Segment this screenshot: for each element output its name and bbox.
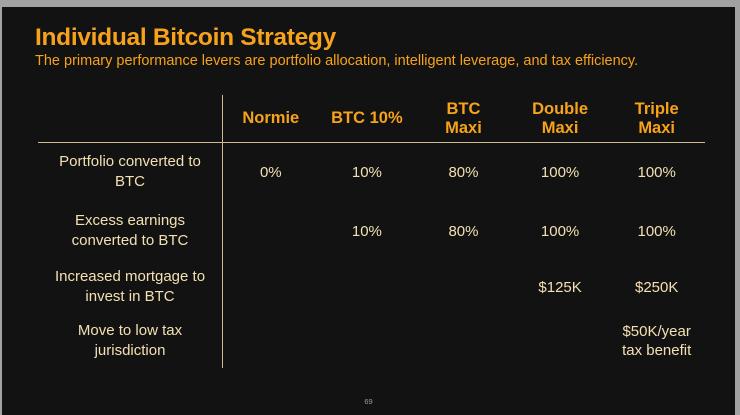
column-header-double-maxi: Double Maxi: [511, 95, 609, 143]
table-cell: [222, 261, 319, 313]
table-corner-cell: [38, 95, 222, 143]
row-label-excess-earnings: Excess earnings converted to BTC: [71, 212, 189, 249]
table-cell: [319, 261, 416, 313]
table-cell: 100%: [540, 222, 580, 240]
table-cell: [222, 201, 319, 261]
table-cell: 10%: [351, 222, 382, 240]
table-cell: 80%: [448, 222, 479, 240]
table-cell: [415, 261, 512, 313]
table-cell: [319, 313, 416, 368]
table-cell: 0%: [222, 143, 319, 201]
table-cell: $125K: [538, 278, 582, 296]
table-cell: $250K: [634, 278, 679, 296]
row-label-low-tax-jurisdiction: Move to low tax jurisdiction: [77, 321, 183, 359]
page-number: 69: [364, 397, 373, 406]
row-label-increased-mortgage: Increased mortgage to invest in BTC: [54, 268, 206, 305]
table-cell: 100%: [637, 163, 676, 181]
table-cell: 80%: [448, 163, 479, 181]
column-header-btc-maxi: BTC Maxi: [415, 95, 512, 143]
strategy-table: Normie BTC 10% BTC Maxi Double Maxi Trip…: [38, 95, 705, 368]
table-cell: [512, 313, 609, 368]
slide-canvas: Individual Bitcoin Strategy The primary …: [2, 7, 735, 415]
table-cell: 100%: [540, 163, 580, 181]
table-cell: [415, 313, 512, 368]
table-cell: $50K/year tax benefit: [622, 322, 692, 359]
row-label-portfolio-converted: Portfolio converted to BTC: [59, 153, 201, 190]
column-header-btc-10: BTC 10%: [318, 95, 416, 143]
column-header-normie: Normie: [222, 95, 319, 143]
table-cell: 10%: [351, 163, 382, 181]
table-cell: 100%: [637, 222, 676, 240]
slide-subtitle: The primary performance levers are portf…: [35, 53, 639, 69]
slide-title: Individual Bitcoin Strategy: [35, 24, 336, 51]
table-cell: [222, 313, 319, 368]
column-header-triple-maxi: Triple Maxi: [608, 95, 705, 143]
